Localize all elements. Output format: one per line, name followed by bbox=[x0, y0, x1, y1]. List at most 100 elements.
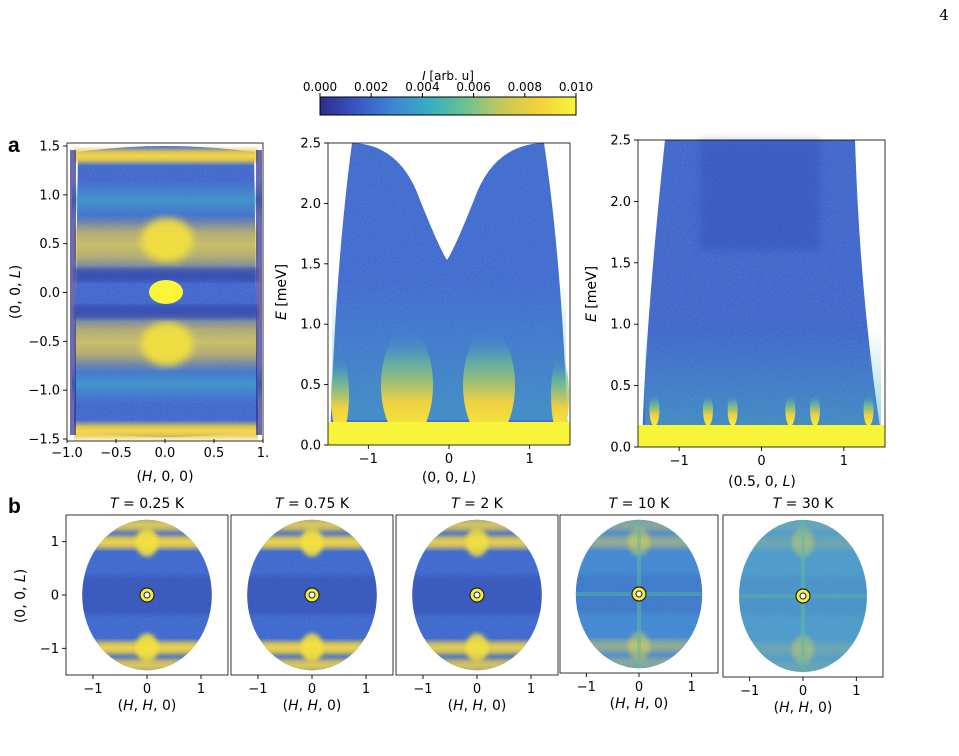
central-spot bbox=[149, 280, 183, 304]
x-tick-label: 1 bbox=[852, 684, 860, 699]
map-title-var: T bbox=[275, 496, 285, 512]
low-energy-spot bbox=[863, 394, 874, 426]
map-title-var: T bbox=[110, 496, 120, 512]
panel-a-right-axes: −1 0 1 2.5 2.0 1.5 1.0 0.5 0.0 bbox=[610, 134, 848, 470]
colorbar-tick-label: 0.002 bbox=[354, 80, 388, 94]
bright-lobe-right bbox=[463, 330, 515, 440]
bright-edge-left bbox=[331, 355, 349, 435]
colorbar-ticks: 0.000 0.002 0.004 0.006 0.008 0.010 bbox=[303, 80, 593, 97]
x-tick-label: −1 bbox=[740, 684, 759, 699]
map-title-var: T bbox=[451, 496, 461, 512]
x-tick-label: 0.5 bbox=[204, 446, 225, 461]
y-tick-label: −0.5 bbox=[28, 335, 60, 350]
elastic-band bbox=[328, 422, 570, 445]
page-number: 4 bbox=[939, 6, 949, 24]
panel-a-left-map bbox=[70, 146, 262, 441]
map-title: T = 0.25 K bbox=[110, 496, 185, 512]
low-energy-spot bbox=[649, 394, 660, 426]
edge-cut-right bbox=[544, 143, 570, 445]
x-tick-label: −1 bbox=[83, 682, 102, 697]
colorbar-tick-label: 0.010 bbox=[559, 80, 593, 94]
temperature-map: T = 10 K −1 0 1 (H, H, 0) bbox=[559, 496, 719, 712]
colorbar-gradient bbox=[319, 96, 577, 116]
map-bright-spot bbox=[465, 527, 489, 557]
map-xlabel: (H, H, 0) bbox=[118, 698, 177, 714]
center-peak-core bbox=[635, 590, 643, 598]
low-energy-spot bbox=[727, 394, 738, 426]
dark-band-lower bbox=[74, 305, 258, 319]
edge-cut-left bbox=[328, 143, 352, 445]
y-tick-label: 2.0 bbox=[610, 195, 631, 210]
map-title-value: = 0.75 K bbox=[284, 496, 350, 512]
band-L-minus1.5 bbox=[74, 420, 258, 441]
panel-a-left: −1.0 −0.5 0.0 0.5 1.1.51.00.50.0−0.5−1.0−1.5… bbox=[8, 140, 269, 486]
y-tick-label: 0.5 bbox=[39, 237, 60, 252]
y-tick-label: −1.5 bbox=[28, 433, 60, 448]
temperature-map: T = 0.25 K −1 0 1 (H, H, 0) 1 0 −1 bbox=[40, 496, 229, 714]
panel-b: T = 0.25 K −1 0 1 (H, H, 0) 1 0 −1 T = 0.75 K −1 0… bbox=[40, 496, 884, 716]
band-L-1.5 bbox=[74, 146, 258, 166]
x-tick-label: 0 bbox=[635, 680, 643, 695]
y-tick-label: 1 bbox=[51, 535, 59, 550]
y-tick-label: 1.0 bbox=[300, 318, 321, 333]
y-tick-label: −1 bbox=[40, 642, 59, 657]
y-tick-label: 1.5 bbox=[300, 257, 321, 272]
map-title: T = 0.75 K bbox=[275, 496, 350, 512]
x-tick-label: 0 bbox=[799, 684, 807, 699]
panel-a-middle-xlabel: (0, 0, L) bbox=[422, 470, 476, 486]
y-tick-label: 0.0 bbox=[300, 439, 321, 454]
y-tick-label: 0.0 bbox=[610, 441, 631, 456]
map-xlabel: (H, H, 0) bbox=[610, 696, 669, 712]
x-tick-label: 0 bbox=[143, 682, 151, 697]
bright-lobe-left bbox=[381, 330, 433, 440]
map-title: T = 30 K bbox=[773, 496, 834, 512]
colorbar-label: I [arb. u] bbox=[422, 69, 474, 83]
colorbar-tick-label: 0.000 bbox=[303, 80, 337, 94]
x-tick-label: −1 bbox=[248, 682, 267, 697]
teal-lowE-right bbox=[645, 330, 881, 425]
panel-label-a: a bbox=[8, 134, 20, 157]
map-bright-spot bbox=[300, 527, 324, 557]
x-tick-label: 0 bbox=[308, 682, 316, 697]
x-tick-label: −0.5 bbox=[100, 446, 132, 461]
map-title-var: T bbox=[609, 496, 619, 512]
y-tick-label: −1.0 bbox=[28, 384, 60, 399]
panel-a-middle-axes: −1 0 1 2.5 2.0 1.5 1.0 0.5 0.0 bbox=[300, 137, 533, 468]
panel-a-left-axes: −1.0 −0.5 0.0 0.5 1.1.51.00.50.0−0.5−1.0−1.5 bbox=[28, 140, 269, 462]
y-tick-label: 1.0 bbox=[610, 318, 631, 333]
x-tick-label: −1.0 bbox=[51, 446, 83, 461]
x-tick-label: 0.0 bbox=[155, 446, 176, 461]
x-tick-label: 1. bbox=[257, 446, 269, 461]
center-peak-core bbox=[308, 591, 316, 599]
map-bright-spot bbox=[135, 527, 159, 557]
panel-a-right-xlabel: (0.5, 0, L) bbox=[728, 474, 796, 490]
dark-band-upper bbox=[74, 268, 258, 282]
map-title-value: = 0.25 K bbox=[119, 496, 185, 512]
colorbar-tick-label: 0.008 bbox=[508, 80, 542, 94]
panel-label-b: b bbox=[8, 495, 21, 518]
map-xlabel: (H, H, 0) bbox=[774, 700, 833, 716]
x-tick-label: 0 bbox=[757, 454, 765, 469]
temperature-map: T = 2 K −1 0 1 (H, H, 0) bbox=[395, 496, 559, 714]
x-tick-label: −1 bbox=[359, 452, 378, 467]
low-energy-spot bbox=[810, 394, 821, 426]
temperature-map: T = 30 K −1 0 1 (H, H, 0) bbox=[722, 496, 884, 716]
bright-patch-lower bbox=[141, 322, 193, 366]
map-bright-spot bbox=[300, 633, 324, 663]
x-tick-label: −1 bbox=[413, 682, 432, 697]
map-xlabel: (H, H, 0) bbox=[283, 698, 342, 714]
elastic-band-right bbox=[638, 425, 885, 447]
map-title-value: = 2 K bbox=[460, 496, 504, 512]
x-tick-label: −1 bbox=[670, 454, 689, 469]
panel-a-right: −1 0 1 2.5 2.0 1.5 1.0 0.5 0.0 (0.5, 0, L) E [me… bbox=[584, 134, 886, 490]
map-title: T = 10 K bbox=[609, 496, 670, 512]
panel-a-middle-ylabel: E [meV] bbox=[274, 264, 290, 320]
bright-edge-right bbox=[551, 355, 569, 435]
edge-right bbox=[256, 150, 262, 435]
x-tick-label: −1 bbox=[577, 680, 596, 695]
upper-darker bbox=[700, 140, 820, 250]
low-energy-spot bbox=[702, 394, 713, 426]
y-tick-label: 0.5 bbox=[610, 379, 631, 394]
low-energy-spots bbox=[649, 394, 874, 426]
y-tick-label: 2.5 bbox=[300, 137, 321, 152]
